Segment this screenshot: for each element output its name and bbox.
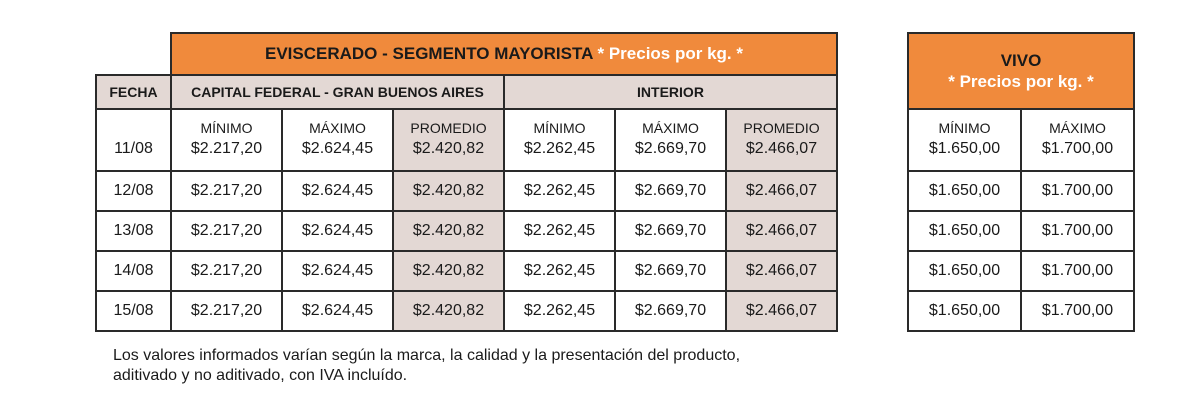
int-min-cell: $2.262,45	[503, 136, 615, 172]
cap-prom-cell: $2.420,82	[392, 211, 504, 252]
int-prom-cell: $2.466,07	[725, 171, 838, 212]
vivo-col-header-max: MÁXIMO	[1020, 109, 1135, 136]
table-row: 11/08 $2.217,20 $2.624,45 $2.420,82 $2.2…	[95, 136, 838, 172]
cap-max-cell: $2.624,45	[281, 211, 393, 252]
cap-max-cell: $2.624,45	[281, 136, 393, 172]
region-interior-header: INTERIOR	[503, 74, 838, 110]
vivo-max-cell: $1.700,00	[1020, 171, 1135, 212]
fecha-header: FECHA	[95, 74, 172, 110]
int-max-cell: $2.669,70	[614, 211, 726, 252]
vivo-min-cell: $1.650,00	[907, 251, 1021, 292]
table-row: $1.650,00 $1.700,00	[907, 136, 1135, 172]
table-row: $1.650,00 $1.700,00	[907, 291, 1135, 332]
vivo-col-header-min: MÍNIMO	[907, 109, 1021, 136]
eviscerado-title-text: EVISCERADO - SEGMENTO MAYORISTA	[265, 44, 593, 63]
col-header-int-min: MÍNIMO	[503, 108, 615, 136]
cap-max-cell: $2.624,45	[281, 291, 393, 332]
cap-min-cell: $2.217,20	[170, 211, 282, 252]
footnote: Los valores informados varían según la m…	[113, 346, 740, 386]
cap-prom-cell: $2.420,82	[392, 136, 504, 172]
vivo-min-cell: $1.650,00	[907, 291, 1021, 332]
fecha-subheader-empty	[95, 108, 171, 136]
vivo-price-table: VIVO * Precios por kg. * MÍNIMO MÁXIMO $…	[907, 32, 1135, 332]
cap-max-cell: $2.624,45	[281, 251, 393, 292]
vivo-min-cell: $1.650,00	[907, 211, 1021, 252]
fecha-cell: 11/08	[95, 136, 171, 172]
cap-min-cell: $2.217,20	[170, 291, 282, 332]
cap-min-cell: $2.217,20	[170, 136, 282, 172]
vivo-min-cell: $1.650,00	[907, 171, 1021, 212]
int-min-cell: $2.262,45	[503, 211, 615, 252]
fecha-cell: 15/08	[95, 291, 171, 332]
fecha-cell: 14/08	[95, 251, 171, 292]
eviscerado-title-note: * Precios por kg. *	[597, 44, 744, 63]
footnote-line-1: Los valores informados varían según la m…	[113, 347, 741, 364]
int-prom-cell: $2.466,07	[725, 291, 838, 332]
vivo-max-cell: $1.700,00	[1020, 291, 1135, 332]
blank-corner	[96, 33, 171, 75]
int-min-cell: $2.262,45	[503, 171, 615, 212]
region-capital-header: CAPITAL FEDERAL - GRAN BUENOS AIRES	[170, 74, 505, 110]
int-max-cell: $2.669,70	[614, 171, 726, 212]
col-header-cap-max: MÁXIMO	[281, 108, 393, 136]
int-max-cell: $2.669,70	[614, 136, 726, 172]
eviscerado-title: EVISCERADO - SEGMENTO MAYORISTA * Precio…	[170, 32, 838, 76]
cap-max-cell: $2.624,45	[281, 171, 393, 212]
int-max-cell: $2.669,70	[614, 251, 726, 292]
col-header-cap-prom: PROMEDIO	[392, 108, 504, 136]
eviscerado-price-table: EVISCERADO - SEGMENTO MAYORISTA * Precio…	[95, 32, 838, 332]
vivo-min-cell: $1.650,00	[907, 136, 1021, 172]
cap-prom-cell: $2.420,82	[392, 251, 504, 292]
vivo-title-note: * Precios por kg. *	[948, 72, 1094, 91]
int-min-cell: $2.262,45	[503, 251, 615, 292]
fecha-cell: 13/08	[95, 211, 171, 252]
col-header-int-prom: PROMEDIO	[725, 108, 838, 136]
col-header-cap-min: MÍNIMO	[170, 108, 282, 136]
cap-min-cell: $2.217,20	[170, 251, 282, 292]
table-row: 13/08 $2.217,20 $2.624,45 $2.420,82 $2.2…	[95, 211, 838, 252]
int-prom-cell: $2.466,07	[725, 251, 838, 292]
table-row: 15/08 $2.217,20 $2.624,45 $2.420,82 $2.2…	[95, 291, 838, 332]
table-row: $1.650,00 $1.700,00	[907, 211, 1135, 252]
vivo-title: VIVO * Precios por kg. *	[907, 32, 1135, 110]
int-prom-cell: $2.466,07	[725, 211, 838, 252]
vivo-max-cell: $1.700,00	[1020, 211, 1135, 252]
table-row: $1.650,00 $1.700,00	[907, 251, 1135, 292]
int-prom-cell: $2.466,07	[725, 136, 838, 172]
int-min-cell: $2.262,45	[503, 291, 615, 332]
vivo-max-cell: $1.700,00	[1020, 136, 1135, 172]
footnote-line-2: aditivado y no aditivado, con IVA incluí…	[113, 367, 408, 384]
vivo-max-cell: $1.700,00	[1020, 251, 1135, 292]
fecha-cell: 12/08	[95, 171, 171, 212]
vivo-title-text: VIVO	[1000, 51, 1042, 70]
col-header-int-max: MÁXIMO	[614, 108, 726, 136]
table-row: 14/08 $2.217,20 $2.624,45 $2.420,82 $2.2…	[95, 251, 838, 292]
int-max-cell: $2.669,70	[614, 291, 726, 332]
cap-min-cell: $2.217,20	[170, 171, 282, 212]
cap-prom-cell: $2.420,82	[392, 171, 504, 212]
table-row: 12/08 $2.217,20 $2.624,45 $2.420,82 $2.2…	[95, 171, 838, 212]
table-row: $1.650,00 $1.700,00	[907, 171, 1135, 212]
cap-prom-cell: $2.420,82	[392, 291, 504, 332]
